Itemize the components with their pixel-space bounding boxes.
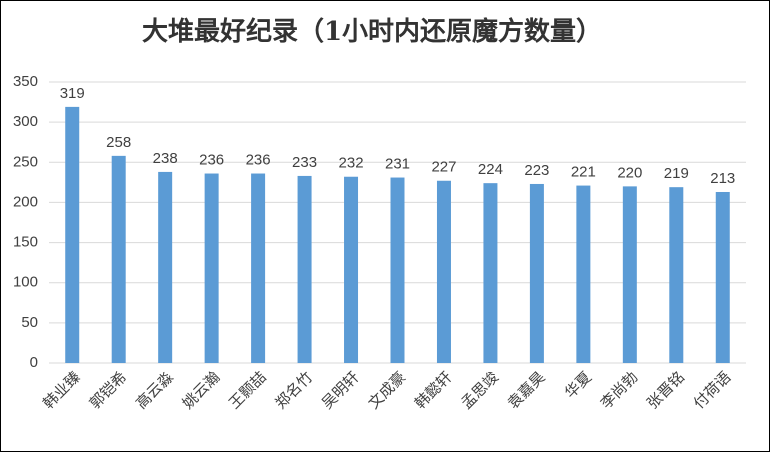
value-label: 258 xyxy=(106,134,131,151)
bar xyxy=(204,173,219,363)
bar xyxy=(436,180,451,363)
bar xyxy=(297,175,312,363)
bar xyxy=(251,173,266,363)
bar xyxy=(111,155,126,363)
bar xyxy=(669,187,684,363)
value-label: 319 xyxy=(60,85,85,102)
value-label: 223 xyxy=(524,162,549,179)
chart-title: 大堆最好纪录（1小时内还原魔方数量） xyxy=(142,16,602,47)
y-tick-label: 350 xyxy=(13,73,38,90)
value-label: 219 xyxy=(664,165,689,182)
value-label: 238 xyxy=(153,150,178,167)
y-tick-label: 200 xyxy=(13,193,38,210)
bar xyxy=(529,183,544,363)
bar xyxy=(622,186,637,363)
y-tick-label: 250 xyxy=(13,153,38,170)
bar xyxy=(715,191,730,363)
bar xyxy=(344,176,359,363)
bar xyxy=(576,185,591,363)
value-label: 233 xyxy=(292,154,317,171)
bar xyxy=(390,177,405,363)
value-label: 224 xyxy=(478,161,503,178)
y-tick-label: 300 xyxy=(13,113,38,130)
y-tick-label: 150 xyxy=(13,234,38,251)
value-label: 236 xyxy=(199,151,224,168)
value-label: 236 xyxy=(246,151,271,168)
value-label: 227 xyxy=(431,159,456,176)
value-label: 231 xyxy=(385,156,410,173)
y-tick-label: 100 xyxy=(13,274,38,291)
bar xyxy=(65,106,80,363)
y-tick-label: 50 xyxy=(21,314,38,331)
bar xyxy=(158,171,173,363)
y-tick-label: 0 xyxy=(30,354,38,371)
value-label: 232 xyxy=(339,155,364,172)
value-label: 221 xyxy=(571,164,596,181)
value-label: 220 xyxy=(617,164,642,181)
bar xyxy=(483,183,498,363)
value-label: 213 xyxy=(710,170,735,187)
